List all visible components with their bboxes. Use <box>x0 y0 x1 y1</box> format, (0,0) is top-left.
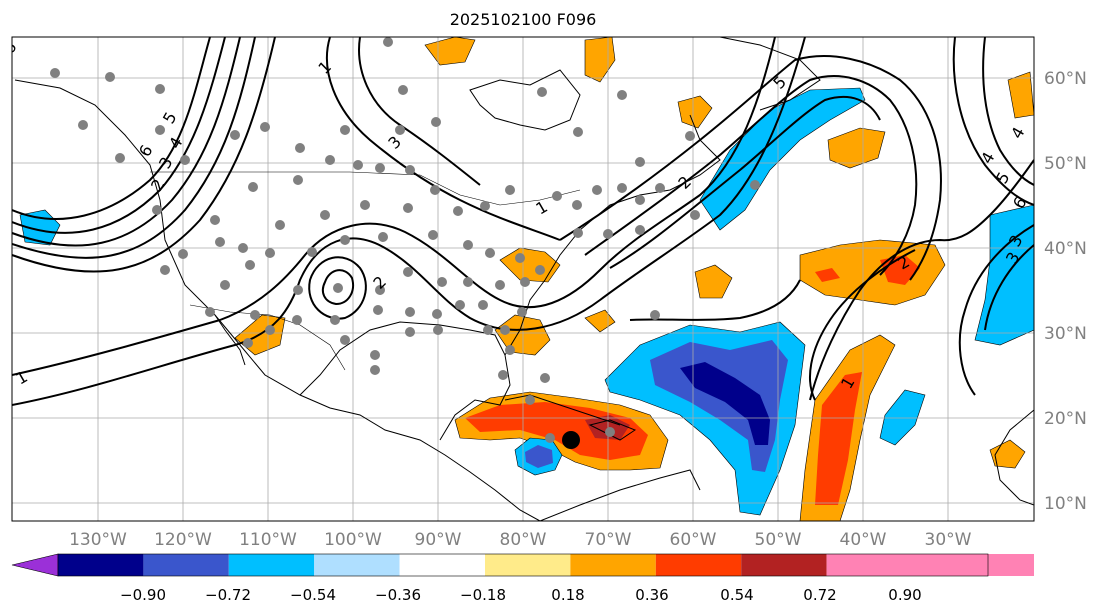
longitude-labels: 130°W 120°W 110°W 100°W 90°W 80°W 70°W 6… <box>69 530 972 550</box>
colorbar-segment <box>314 554 400 576</box>
positive-blob-far-north <box>1007 71 1034 119</box>
colorbar-tick: 0.36 <box>635 586 668 604</box>
us-canada-border <box>150 171 581 206</box>
us-mexico-border <box>189 304 346 371</box>
positive-blob-bermuda <box>584 309 616 333</box>
positive-region-caribbean-core <box>585 415 630 440</box>
negative-region-central-atlantic-core <box>680 362 770 445</box>
positive-region-caribbean-inner <box>465 402 648 460</box>
contour-west-4 <box>12 37 256 259</box>
contour-east-2 <box>982 37 1034 186</box>
colorbar-tick: 0.90 <box>888 586 921 604</box>
lat-label: 30°N <box>1044 324 1087 344</box>
contour-atlantic-2 <box>584 75 918 276</box>
colorbar-segment <box>570 554 656 576</box>
cuba <box>504 394 621 426</box>
latitude-labels: 60°N 50°N 40°N 30°N 20°N 10°N <box>1044 69 1087 514</box>
florida-east-coast <box>504 114 721 356</box>
colorbar-segment <box>485 554 571 576</box>
station-markers <box>50 37 760 443</box>
south-america-coast <box>539 469 701 521</box>
positive-region-east-atlantic-inner <box>815 372 862 505</box>
colorbar-tick: −0.54 <box>290 586 336 604</box>
lat-label: 50°N <box>1044 154 1087 174</box>
africa-coast <box>994 409 1034 506</box>
colorbar-outline <box>57 553 989 577</box>
map-frame <box>11 36 1035 522</box>
contour-west-1 <box>12 37 211 220</box>
positive-region-north-atlantic <box>799 239 946 306</box>
colorbar-tick: −0.90 <box>120 586 166 604</box>
baja-california <box>214 314 246 366</box>
storm-center-marker <box>562 431 580 449</box>
contour-east-3 <box>958 224 1034 396</box>
lon-label: 70°W <box>585 530 632 550</box>
contour-west-3 <box>12 37 241 247</box>
colorbar-tick: −0.72 <box>205 586 251 604</box>
page-title: 2025102100 F096 <box>449 10 597 29</box>
colorbar-tick: 0.72 <box>803 586 836 604</box>
colorbar-ticks: −0.90 −0.72 −0.54 −0.36 −0.18 0.18 0.36 … <box>120 586 922 604</box>
lon-label: 60°W <box>670 530 717 550</box>
lon-label: 50°W <box>755 530 802 550</box>
contour-atlantic-trough <box>809 159 1034 401</box>
negative-blob-mid-atlantic <box>879 389 926 446</box>
positive-blob-greenland <box>677 95 713 129</box>
contour-low-center <box>308 256 367 320</box>
colorbar-segment <box>58 554 144 576</box>
lon-label: 110°W <box>239 530 297 550</box>
colorbar: −0.90 −0.72 −0.54 −0.36 −0.18 0.18 0.36 … <box>11 553 1034 604</box>
contour-trough-1 <box>12 37 776 376</box>
colorbar-segment <box>741 554 827 576</box>
contour-mid-1 <box>809 249 916 401</box>
coastlines <box>14 37 1034 521</box>
lat-label: 10°N <box>1044 494 1087 514</box>
negative-blob-caribbean-inner <box>525 445 553 468</box>
colorbar-tick: −0.18 <box>460 586 506 604</box>
lat-label: 20°N <box>1044 409 1087 429</box>
contour-east-1 <box>952 37 1034 206</box>
lon-label: 90°W <box>415 530 462 550</box>
positive-blob-canada-north <box>424 37 476 66</box>
north-america-west-coast <box>14 79 541 521</box>
contour-east-4 <box>984 244 1034 331</box>
positive-blob-africa-coast <box>989 439 1026 469</box>
colorbar-segment <box>826 554 1034 576</box>
contour-label: 6 <box>0 39 21 57</box>
lon-label: 130°W <box>69 530 127 550</box>
lon-label: 100°W <box>324 530 382 550</box>
colorbar-segment <box>11 553 59 577</box>
contour-atlantic-1 <box>559 55 942 281</box>
lon-label: 30°W <box>925 530 972 550</box>
gridlines <box>12 37 1034 521</box>
colorbar-tick: 0.18 <box>551 586 584 604</box>
hudson-bay <box>469 69 581 131</box>
colorbar-segment <box>143 554 229 576</box>
lat-label: 40°N <box>1044 239 1087 259</box>
contour-atlantic-3 <box>609 95 881 269</box>
colorbar-tick: 0.54 <box>720 586 753 604</box>
positive-blob-nw-atlantic <box>694 264 733 299</box>
lon-label: 40°W <box>840 530 887 550</box>
contour-trough-2 <box>12 37 806 406</box>
lat-label: 60°N <box>1044 69 1087 89</box>
contour-west-5 <box>12 37 276 273</box>
colorbar-segment <box>399 554 485 576</box>
colorbar-segment <box>655 554 742 576</box>
map-panel: 6 5 4 3 2 1 3 2 1 6 5 4 3 2 1 2 1 5 4 3 … <box>0 37 1034 521</box>
lon-label: 120°W <box>154 530 212 550</box>
positive-blob-central-north-atlantic <box>827 127 886 169</box>
colorbar-segment <box>228 554 315 576</box>
gulf-of-mexico-coast <box>299 321 511 441</box>
contour-low-inner <box>321 269 354 306</box>
colorbar-tick: −0.36 <box>375 586 421 604</box>
colorbar-extend-right <box>988 554 1034 576</box>
lon-label: 80°W <box>500 530 547 550</box>
contour-west-2 <box>12 37 226 234</box>
